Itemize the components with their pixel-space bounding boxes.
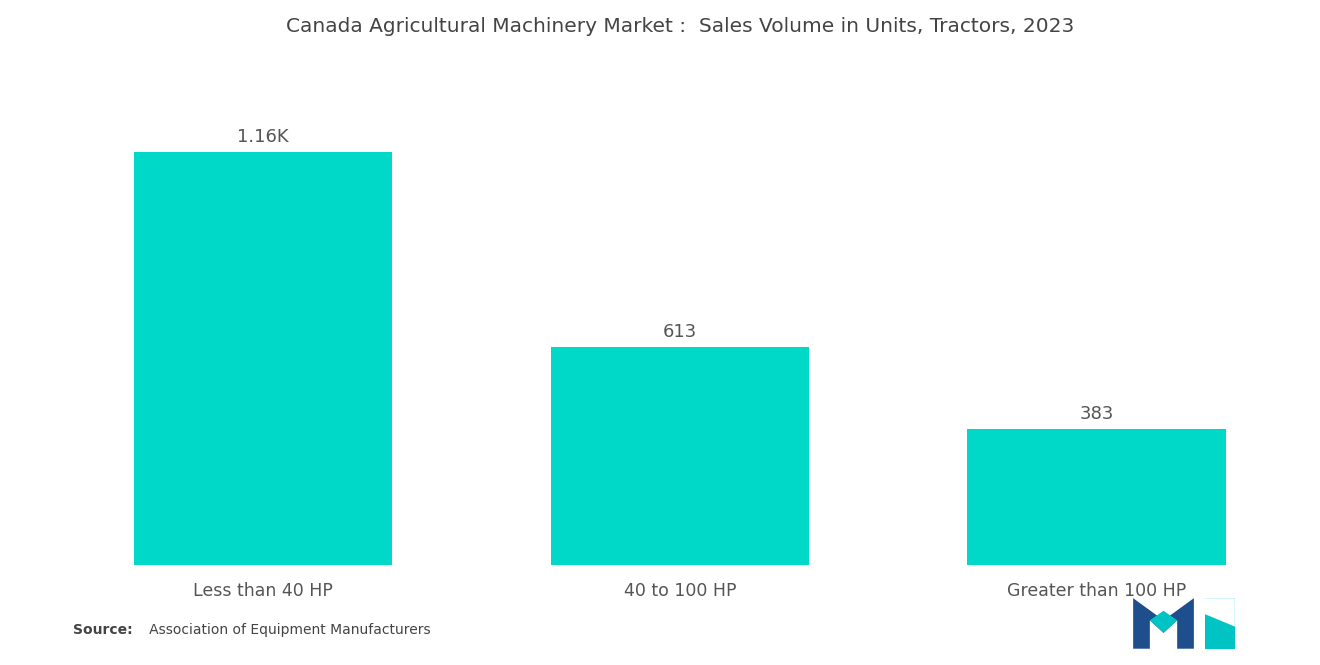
Bar xyxy=(550,347,809,565)
Title: Canada Agricultural Machinery Market :  Sales Volume in Units, Tractors, 2023: Canada Agricultural Machinery Market : S… xyxy=(285,17,1074,36)
Text: Source:: Source: xyxy=(73,623,132,637)
Text: 1.16K: 1.16K xyxy=(238,128,289,146)
Text: 613: 613 xyxy=(663,323,697,340)
Bar xyxy=(968,429,1226,565)
Polygon shape xyxy=(1204,598,1234,626)
Text: Association of Equipment Manufacturers: Association of Equipment Manufacturers xyxy=(136,623,430,637)
Polygon shape xyxy=(1133,598,1193,649)
Bar xyxy=(133,152,392,565)
Polygon shape xyxy=(1204,598,1234,649)
Polygon shape xyxy=(1150,610,1177,633)
Text: 383: 383 xyxy=(1080,404,1114,422)
